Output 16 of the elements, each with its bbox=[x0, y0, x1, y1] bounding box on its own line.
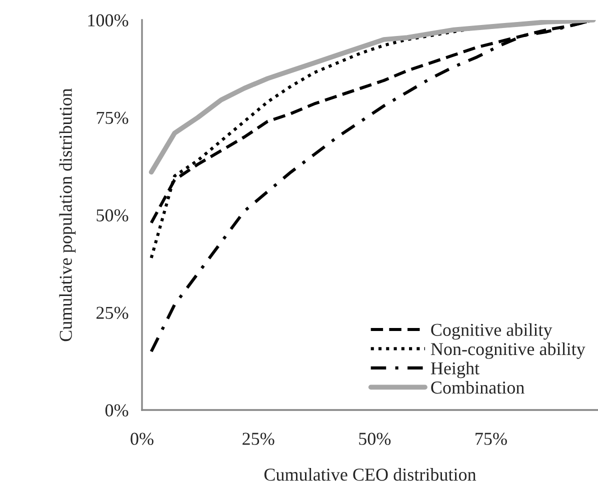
y-tick-label: 100% bbox=[88, 14, 128, 26]
y-tick-label: 0% bbox=[105, 404, 128, 416]
legend-label: Height bbox=[430, 362, 480, 378]
x-tick-label: 75% bbox=[476, 432, 507, 445]
x-tick-label: 50% bbox=[359, 432, 391, 445]
y-tick-label: 25% bbox=[96, 306, 128, 319]
y-tick-label: 50% bbox=[96, 209, 128, 222]
legend-label: Non-cognitive ability bbox=[430, 342, 586, 359]
x-tick-label: 25% bbox=[242, 432, 274, 445]
legend-label: Combination bbox=[431, 380, 524, 394]
x-tick-label: 0% bbox=[130, 432, 154, 445]
x-axis-title: Cumulative CEO distribution bbox=[264, 468, 476, 481]
legend-label: Cognitive ability bbox=[431, 323, 552, 340]
y-tick-label: 75% bbox=[96, 112, 128, 124]
y-axis-title: Cumulative population distribution bbox=[59, 88, 76, 342]
line-series bbox=[148, 20, 596, 175]
